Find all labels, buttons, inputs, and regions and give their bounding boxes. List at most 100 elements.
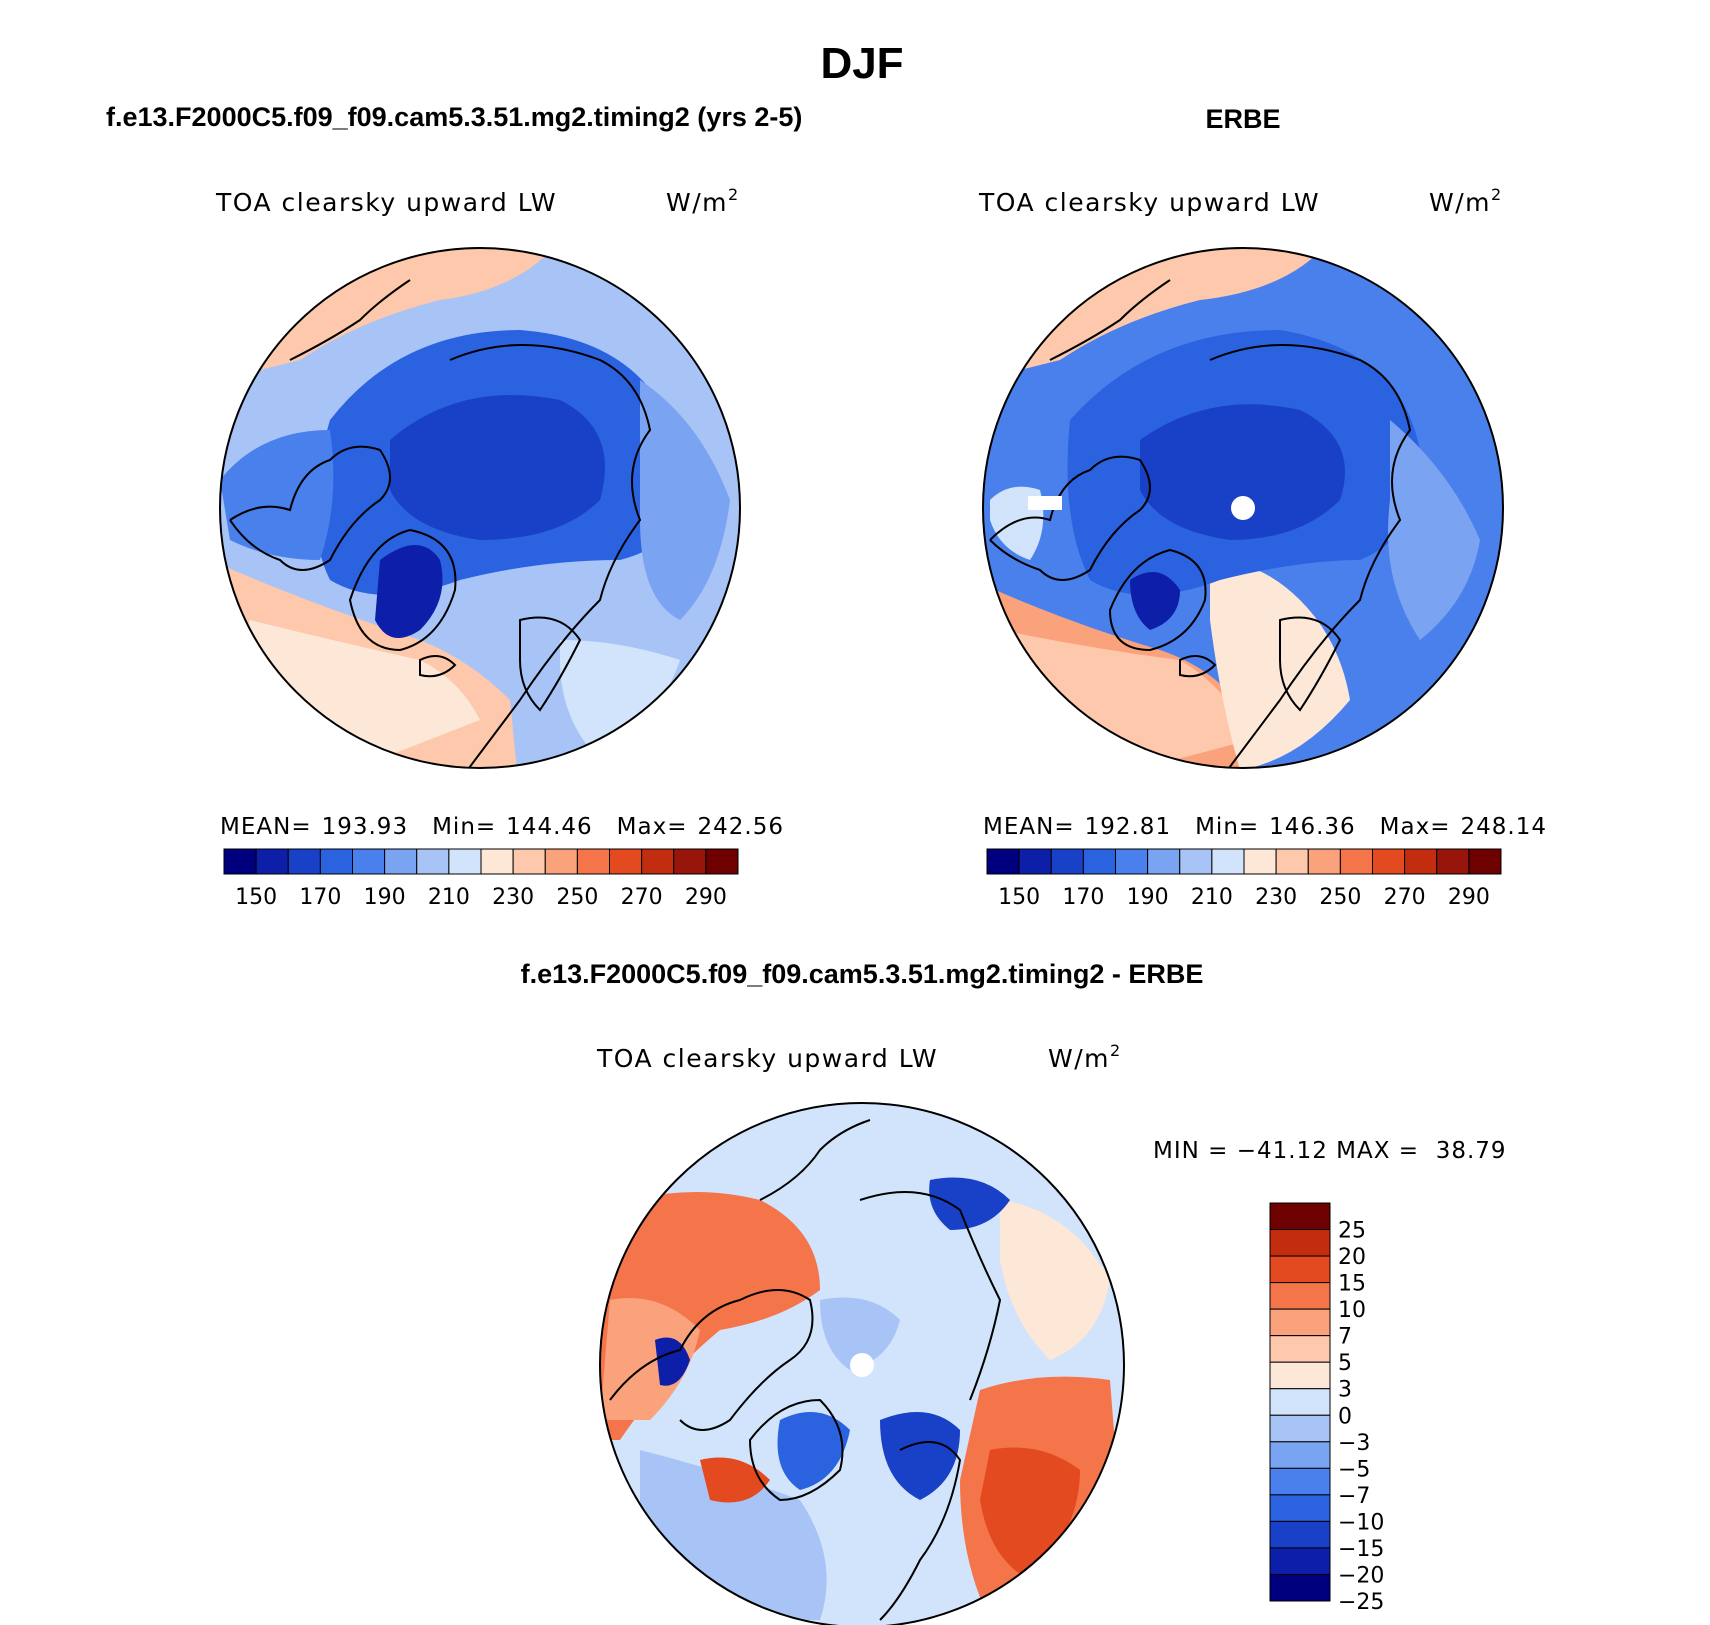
panel-c-colorbar-swatch [1269, 1361, 1331, 1390]
panel-b-colorbar-swatch [1211, 848, 1245, 875]
panel-a-title: f.e13.F2000C5.f09_f09.cam5.3.51.mg2.timi… [106, 102, 802, 132]
panel-c-colorbar-swatch [1269, 1388, 1331, 1416]
panel-a-colorbar-swatch [319, 848, 353, 875]
panel-a-colorbar-swatch [255, 848, 289, 875]
panel-a-map-border [219, 247, 741, 769]
panel-b-map-border [982, 247, 1504, 769]
panel-c-colorbar-tick-label: 3 [1338, 1378, 1352, 1403]
panel-a-units: W/m2 [666, 185, 740, 217]
panel-b-pole-hole [1231, 496, 1255, 520]
panel-a-central-cold [390, 395, 605, 540]
panel-b-max-label: Max= [1380, 814, 1451, 840]
panel-b-colorbar-swatch [1082, 848, 1116, 875]
panel-b-siberia-mid [1388, 420, 1480, 640]
panel-c-colorbar-swatch [1269, 1547, 1331, 1575]
panel-a-min-value: 144.46 [506, 814, 592, 840]
panel-a-greenland-cold [375, 545, 443, 638]
panel-b-iceland-coast [1179, 655, 1217, 678]
panel-a-max-label: Max= [617, 814, 688, 840]
panel-c-alaska-coast [759, 1119, 871, 1201]
panel-c-variable: TOA clearsky upward LW [596, 1044, 938, 1073]
panel-a-canada-mid [220, 430, 334, 560]
panel-c-map-border [599, 1102, 1125, 1625]
panel-a-variable: TOA clearsky upward LW [215, 188, 557, 217]
panel-c-colorbar [1269, 1202, 1331, 1602]
panel-a-min-label: Min= [432, 814, 496, 840]
panel-c-colorbar-swatch [1269, 1202, 1331, 1231]
panel-c-colorbar-tick-label: −20 [1338, 1563, 1384, 1588]
panel-c-colorbar-swatch [1269, 1308, 1331, 1337]
panel-c-colorbar-tick-label: −7 [1338, 1484, 1370, 1509]
panel-b-colorbar-tick-label: 230 [1255, 885, 1297, 910]
panel-c-coastlines [609, 1119, 1002, 1621]
panel-b-min-label: Min= [1195, 814, 1259, 840]
panel-c-pole-hole [850, 1353, 874, 1377]
panel-b-units-sup: 2 [1491, 185, 1503, 204]
panel-a-field [220, 248, 740, 768]
panel-b-units: W/m2 [1429, 185, 1503, 217]
panel-b-scandinavia-coast [1279, 616, 1342, 712]
panel-c-canada-light-warm [600, 1298, 700, 1420]
panel-a-colorbar-tick-label: 190 [364, 885, 406, 910]
panel-c-colorbar-tick-label: −3 [1338, 1431, 1370, 1456]
panel-c-units: W/m2 [1048, 1041, 1122, 1073]
panel-a-colorbar-tick-label: 230 [492, 885, 534, 910]
panel-a-colorbar-swatch [609, 848, 643, 875]
panel-b-colorbar-swatch [1404, 848, 1438, 875]
panel-b-colorbar-tick-label: 290 [1448, 885, 1490, 910]
panel-a-units-text: W/m [666, 188, 728, 217]
panel-b-colorbar-tick-label: 250 [1319, 885, 1361, 910]
panel-a-colorbar-tick-label: 150 [235, 885, 277, 910]
panel-b-min-value: 146.36 [1269, 814, 1355, 840]
panel-c-colorbar-tick-label: 25 [1338, 1219, 1366, 1244]
panel-a-colorbar-swatch [480, 848, 514, 875]
panel-b-colorbar-tick-label: 210 [1191, 885, 1233, 910]
panel-b-colorbar-tick-label: 170 [1062, 885, 1104, 910]
panel-a-eurasia-coast [449, 344, 652, 768]
panel-c-colorbar-tick-label: 10 [1338, 1298, 1366, 1323]
panel-b-coastlines [989, 279, 1412, 768]
panel-a-colorbar-swatch [448, 848, 482, 875]
panel-b-mean-label: MEAN= [983, 814, 1075, 840]
panel-a-colorbar-tick-label: 250 [556, 885, 598, 910]
panel-b-missing-data-patch [1028, 496, 1062, 510]
panel-b-colorbar-swatch [1372, 848, 1406, 875]
panel-c-colorbar-tick-label: −25 [1338, 1590, 1384, 1615]
panel-a-colorbar-swatch [512, 848, 546, 875]
panel-b-colorbar-labels: 150 170 190 210 230 250 270 290 [998, 885, 1490, 910]
panel-c-central-arctic-mid [820, 1297, 900, 1370]
panel-a-colorbar-swatch [576, 848, 610, 875]
panel-b-central-cold [1140, 404, 1345, 540]
panel-b-variable: TOA clearsky upward LW [978, 188, 1320, 217]
panel-b-colorbar-swatch [1018, 848, 1052, 875]
panel-b-canada-coast [989, 455, 1151, 581]
panel-b-colorbar-swatch [1147, 848, 1181, 875]
panel-c-canada-coast [609, 1289, 814, 1431]
panel-a-mean-label: MEAN= [220, 814, 312, 840]
panel-c-polar-map [599, 1102, 1125, 1625]
panel-c-colorbar-swatch [1269, 1255, 1331, 1284]
panel-a-colorbar-labels: 150 170 190 210 230 250 270 290 [235, 885, 727, 910]
panel-c-colorbar-tick-label: −15 [1338, 1537, 1384, 1562]
panel-b-alaska-coast [1049, 279, 1171, 361]
panel-a-colorbar-tick-label: 270 [621, 885, 663, 910]
panel-c-colorbar-tick-label: 20 [1338, 1245, 1366, 1270]
panel-a-stats: MEAN= 193.93 Min= 144.46 Max= 242.56 [220, 814, 784, 840]
panel-b-greenland-coast [1108, 548, 1207, 652]
panel-c-greenland-sea-cool [777, 1412, 850, 1490]
panel-a-colorbar-swatch [384, 848, 418, 875]
panel-a-colorbar [223, 848, 739, 875]
panel-c-pacific-cool [929, 1177, 1010, 1230]
panel-b-colorbar-swatch [1339, 848, 1373, 875]
panel-a-colorbar-tick-label: 290 [685, 885, 727, 910]
panel-c-colorbar-swatch [1269, 1494, 1331, 1522]
panel-b-colorbar [986, 848, 1502, 875]
panel-b-colorbar-swatch [1468, 848, 1502, 875]
panel-c-scandinavia-coast [879, 1441, 962, 1621]
panel-a-scandinavia-coast [519, 616, 582, 712]
panel-c-colorbar-swatch [1269, 1414, 1331, 1443]
panel-a-colorbar-swatch [416, 848, 450, 875]
panel-c-greenland-coast [748, 1398, 844, 1502]
